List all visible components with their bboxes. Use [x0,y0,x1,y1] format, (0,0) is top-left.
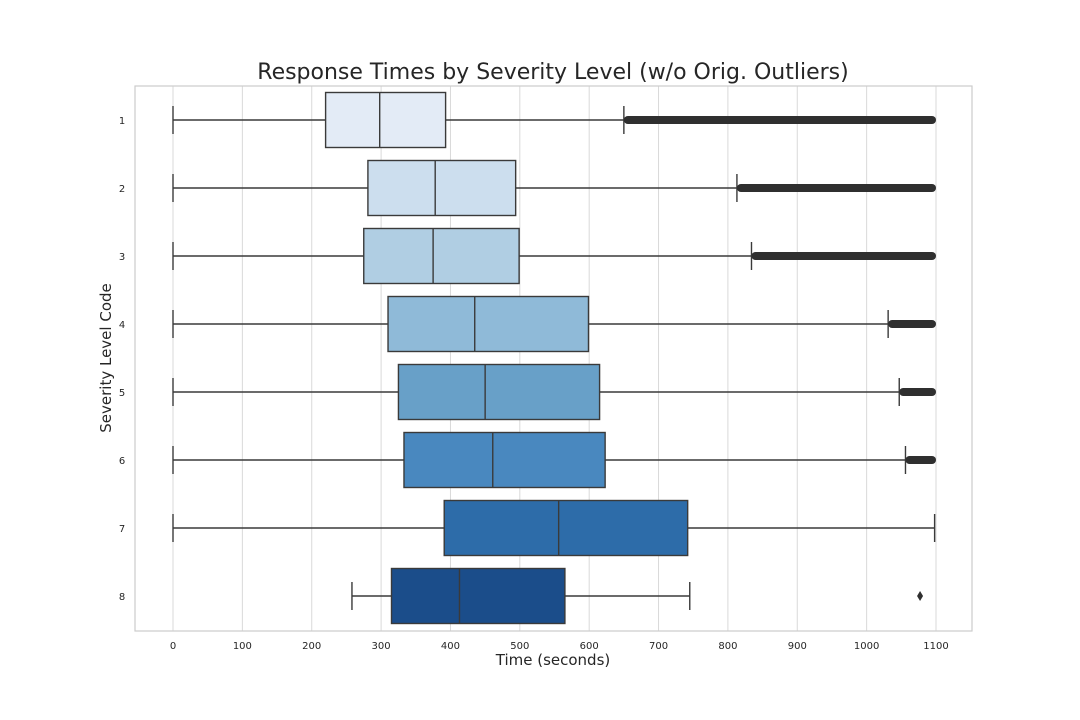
outlier-point [917,591,924,601]
iqr-box [443,499,689,557]
x-tick-label: 600 [580,641,599,652]
iqr-box [363,227,520,285]
box-1 [172,91,936,149]
x-tick-labels: 0 100 200 300 400 500 600 700 800 900 1000 1100 [170,641,949,652]
y-tick-label: 4 [119,320,125,331]
y-tick-label: 1 [119,116,125,127]
x-tick-label: 700 [649,641,668,652]
box-8 [351,567,924,625]
iqr-box [403,431,606,489]
x-tick-label: 900 [788,641,807,652]
iqr-box [324,91,447,149]
y-tick-label: 8 [119,592,125,603]
y-tick-label: 2 [119,184,125,195]
outlier-band [888,320,936,328]
x-tick-label: 0 [170,641,176,652]
outlier-band [623,116,936,124]
x-axis-label: Time (seconds) [495,651,611,669]
y-tick-label: 3 [119,252,125,263]
x-tick-label: 200 [302,641,321,652]
x-tick-label: 100 [233,641,252,652]
iqr-box [397,363,601,421]
plot-frame [134,85,973,632]
x-tick-label: 1000 [854,641,879,652]
iqr-box [390,567,566,625]
x-tick-label: 800 [718,641,737,652]
y-tick-labels: 1 2 3 4 5 6 7 8 [119,116,125,603]
y-axis-label: Severity Level Code [97,283,115,432]
outlier-band [899,388,936,396]
y-tick-label: 6 [119,456,125,467]
chart-title: Response Times by Severity Level (w/o Or… [257,60,848,85]
x-tick-label: 1100 [923,641,948,652]
box-6 [172,431,936,489]
x-tick-label: 300 [372,641,391,652]
box-2 [172,159,936,217]
y-tick-label: 5 [119,388,125,399]
iqr-box [367,159,517,217]
box-3 [172,227,936,285]
iqr-box [387,295,590,353]
grid-lines [172,86,937,631]
box-5 [172,363,936,421]
box-7 [172,499,936,557]
box-4 [172,295,936,353]
outlier-band [905,456,936,464]
outlier-band [751,252,936,260]
y-tick-label: 7 [119,524,125,535]
outlier-band [736,184,936,192]
box-series [172,91,936,625]
x-tick-label: 400 [441,641,460,652]
x-tick-label: 500 [510,641,529,652]
